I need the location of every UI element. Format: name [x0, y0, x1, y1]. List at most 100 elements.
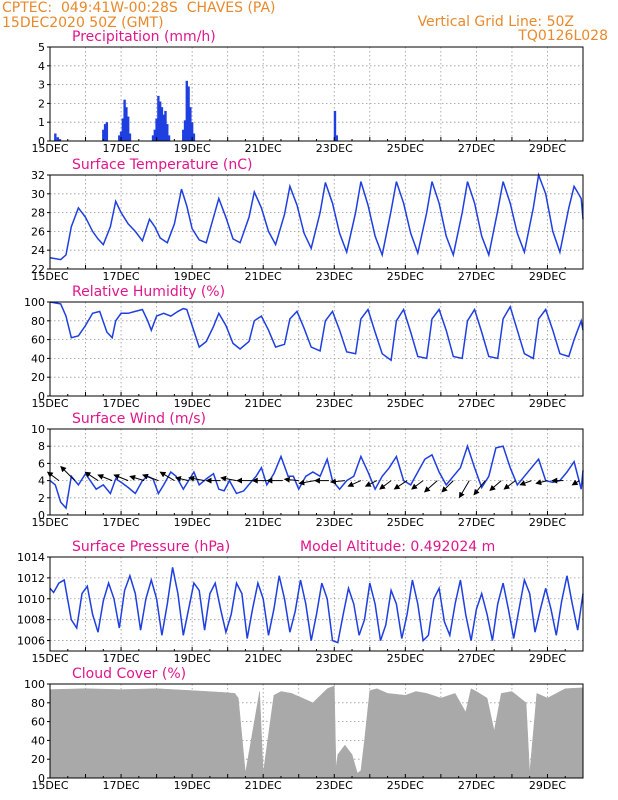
precip-bar	[119, 131, 123, 141]
pres-xtick-label: 15DEC	[31, 652, 68, 665]
precip-bar	[185, 80, 189, 141]
wind-arrow	[113, 474, 129, 482]
temp-ytick-label: 30	[31, 188, 45, 201]
temp-xtick-label: 17DEC	[103, 270, 140, 283]
precip-xtick-label: 25DEC	[387, 142, 424, 155]
cloud-xtick-label: 17DEC	[103, 779, 140, 792]
wind-xtick-label: 25DEC	[387, 516, 424, 529]
precip-xtick-label: 15DEC	[31, 142, 68, 155]
precip-bar	[167, 135, 171, 141]
temp-frame	[49, 174, 584, 270]
wind-arrow	[60, 465, 76, 481]
precip-bar	[118, 135, 121, 141]
wind-arrow	[329, 478, 345, 485]
precip-bar	[182, 129, 185, 141]
precip-ytick-label: 3	[38, 79, 45, 92]
precip-bar	[121, 118, 125, 141]
wind-arrow	[535, 479, 548, 486]
header-line1-left: CPTEC: 049:41W-00:28S CHAVES (PA)	[2, 0, 276, 16]
precip-bar	[102, 129, 105, 141]
precip-xtick-label: 27DEC	[458, 142, 495, 155]
wind-ytick-label: 4	[38, 475, 45, 488]
wind-series-line	[49, 443, 584, 510]
rh-xtick-label: 23DEC	[316, 397, 353, 410]
cloud-ytick-label: 0	[38, 772, 45, 785]
wind-ytick-label: 6	[38, 457, 45, 470]
wind-arrow	[571, 479, 580, 486]
cloud-xtick-label: 29DEC	[529, 779, 566, 792]
wind-arrow	[489, 480, 502, 492]
rh-xtick-label: 17DEC	[103, 397, 140, 410]
wind-frame	[49, 428, 584, 516]
precip-xtick-label: 29DEC	[529, 142, 566, 155]
wind-ytick-label: 0	[38, 509, 45, 522]
temp-xtick-label: 23DEC	[316, 270, 353, 283]
cloud-xtick-label: 23DEC	[316, 779, 353, 792]
wind-arrow	[159, 471, 175, 482]
precip-xtick-label: 21DEC	[245, 142, 282, 155]
pres-frame	[49, 556, 584, 652]
precip-bar	[157, 95, 160, 141]
precip-bar	[335, 135, 338, 141]
rh-ytick-label: 100	[24, 296, 45, 309]
temp-xtick-label: 19DEC	[174, 270, 211, 283]
precip-title: Precipitation (mm/h)	[72, 29, 216, 45]
rh-ytick-label: 40	[31, 352, 45, 365]
wind-ytick-label: 10	[31, 423, 45, 436]
wind-xtick-label: 23DEC	[316, 516, 353, 529]
pres-title: Surface Pressure (hPa)	[72, 539, 230, 555]
pres-ytick-label: 1006	[17, 635, 45, 648]
rh-title: Relative Humidity (%)	[72, 284, 225, 300]
pres-xtick-label: 19DEC	[174, 652, 211, 665]
wind-arrow	[503, 480, 516, 490]
pres-subtitle: Model Altitude: 0.492024 m	[300, 539, 495, 555]
cloud-xtick-label: 19DEC	[174, 779, 211, 792]
precip-bar	[151, 135, 155, 141]
cloud-ytick-label: 80	[31, 697, 45, 710]
wind-xtick-label: 27DEC	[458, 516, 495, 529]
temp-xtick-label: 15DEC	[31, 270, 68, 283]
wind-arrow	[298, 479, 315, 486]
precip-bar	[123, 99, 126, 141]
pres-ytick-label: 1014	[17, 551, 45, 564]
pres-ytick-label: 1008	[17, 614, 45, 627]
precip-bar	[190, 122, 194, 141]
wind-arrow	[142, 473, 159, 482]
cloud-ytick-label: 60	[31, 716, 45, 729]
pres-ytick-label: 1010	[17, 593, 45, 606]
pres-series-line	[49, 567, 584, 644]
wind-xtick-label: 21DEC	[245, 516, 282, 529]
wind-arrow	[175, 475, 189, 482]
temp-xtick-label: 27DEC	[458, 270, 495, 283]
cloud-xtick-label: 25DEC	[387, 779, 424, 792]
rh-ytick-label: 0	[38, 390, 45, 403]
temp-ytick-label: 22	[31, 263, 45, 276]
precip-bar	[192, 133, 196, 141]
precip-bar	[105, 122, 109, 141]
precip-ytick-label: 1	[38, 116, 45, 129]
rh-ytick-label: 20	[31, 371, 45, 384]
temp-ytick-label: 28	[31, 207, 45, 220]
temp-ytick-label: 24	[31, 244, 45, 257]
pres-xtick-label: 23DEC	[316, 652, 353, 665]
rh-series-line	[49, 301, 584, 362]
cloud-xtick-label: 15DEC	[31, 779, 68, 792]
wind-arrow	[473, 480, 486, 496]
temp-xtick-label: 29DEC	[529, 270, 566, 283]
wind-xtick-label: 29DEC	[529, 516, 566, 529]
precip-bar	[153, 129, 157, 141]
header-line1-right: Vertical Grid Line: 50Z	[417, 14, 574, 30]
header-line2-right: TQ0126L028	[518, 28, 608, 44]
temp-series-line	[49, 172, 584, 261]
precip-bar	[162, 114, 165, 141]
wind-xtick-label: 19DEC	[174, 516, 211, 529]
precip-bar	[54, 133, 57, 141]
wind-arrow	[129, 474, 145, 482]
wind-arrow	[411, 480, 424, 490]
cloud-ytick-label: 100	[24, 678, 45, 691]
temp-title: Surface Temperature (nC)	[72, 157, 253, 173]
wind-arrow	[283, 476, 299, 483]
pres-xtick-label: 21DEC	[245, 652, 282, 665]
wind-panel: 0 2 4 6 8 10 15DEC 17DEC 19DEC 21DEC 23DEC 25DEC 27D…	[31, 411, 584, 529]
